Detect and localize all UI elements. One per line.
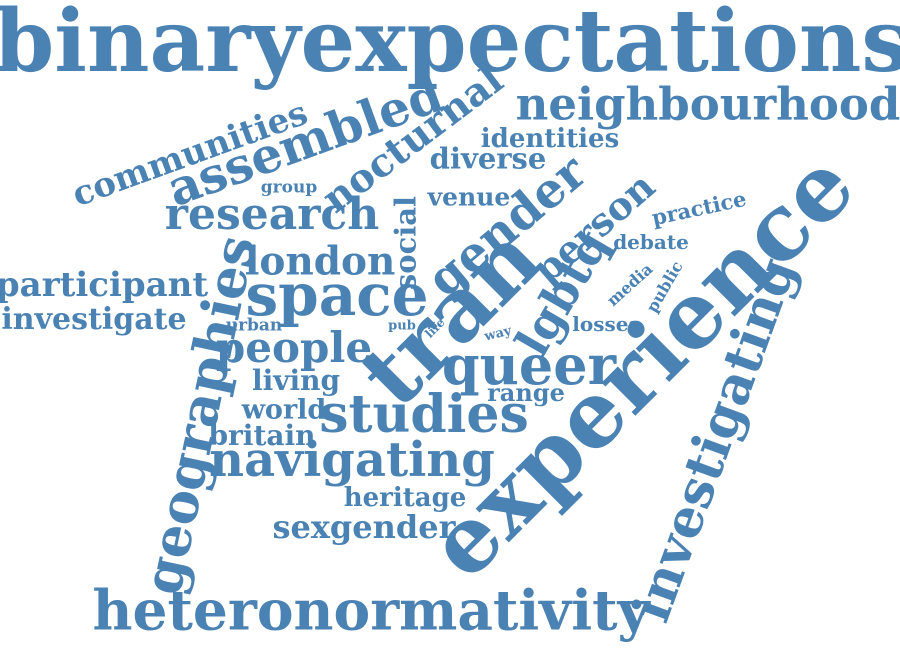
word-identities: identities [480, 124, 620, 154]
word-range: range [487, 378, 565, 407]
word-binaryexpectations: binaryexpectations [0, 0, 900, 92]
word-london: london [244, 238, 396, 285]
word-britain: britain [208, 419, 316, 452]
word-living: living [251, 364, 341, 397]
word-group: group [260, 177, 318, 198]
word-space: space [245, 261, 429, 329]
word-heritage: heritage [343, 483, 467, 513]
word-neighbourhood: neighbourhood [515, 77, 900, 131]
word-heteronormativity: heteronormativity [92, 577, 650, 643]
word-diverse: diverse [429, 141, 547, 176]
word-losses: losses [572, 312, 640, 336]
word-navigating: navigating [209, 432, 495, 488]
word-participant: participant [0, 265, 209, 305]
word-world: world [241, 394, 327, 426]
word-debate: debate [613, 230, 689, 254]
word-sexgender: sexgender [272, 508, 456, 546]
word-queer: queer [441, 333, 617, 397]
word-studies: studies [319, 384, 529, 445]
word-urban: urban [225, 315, 283, 336]
word-research: research [164, 189, 380, 240]
word-people: people [215, 323, 373, 372]
word-pub: pub [388, 318, 416, 334]
word-investigate: investigate [1, 302, 187, 337]
word-venue: venue [427, 182, 511, 212]
